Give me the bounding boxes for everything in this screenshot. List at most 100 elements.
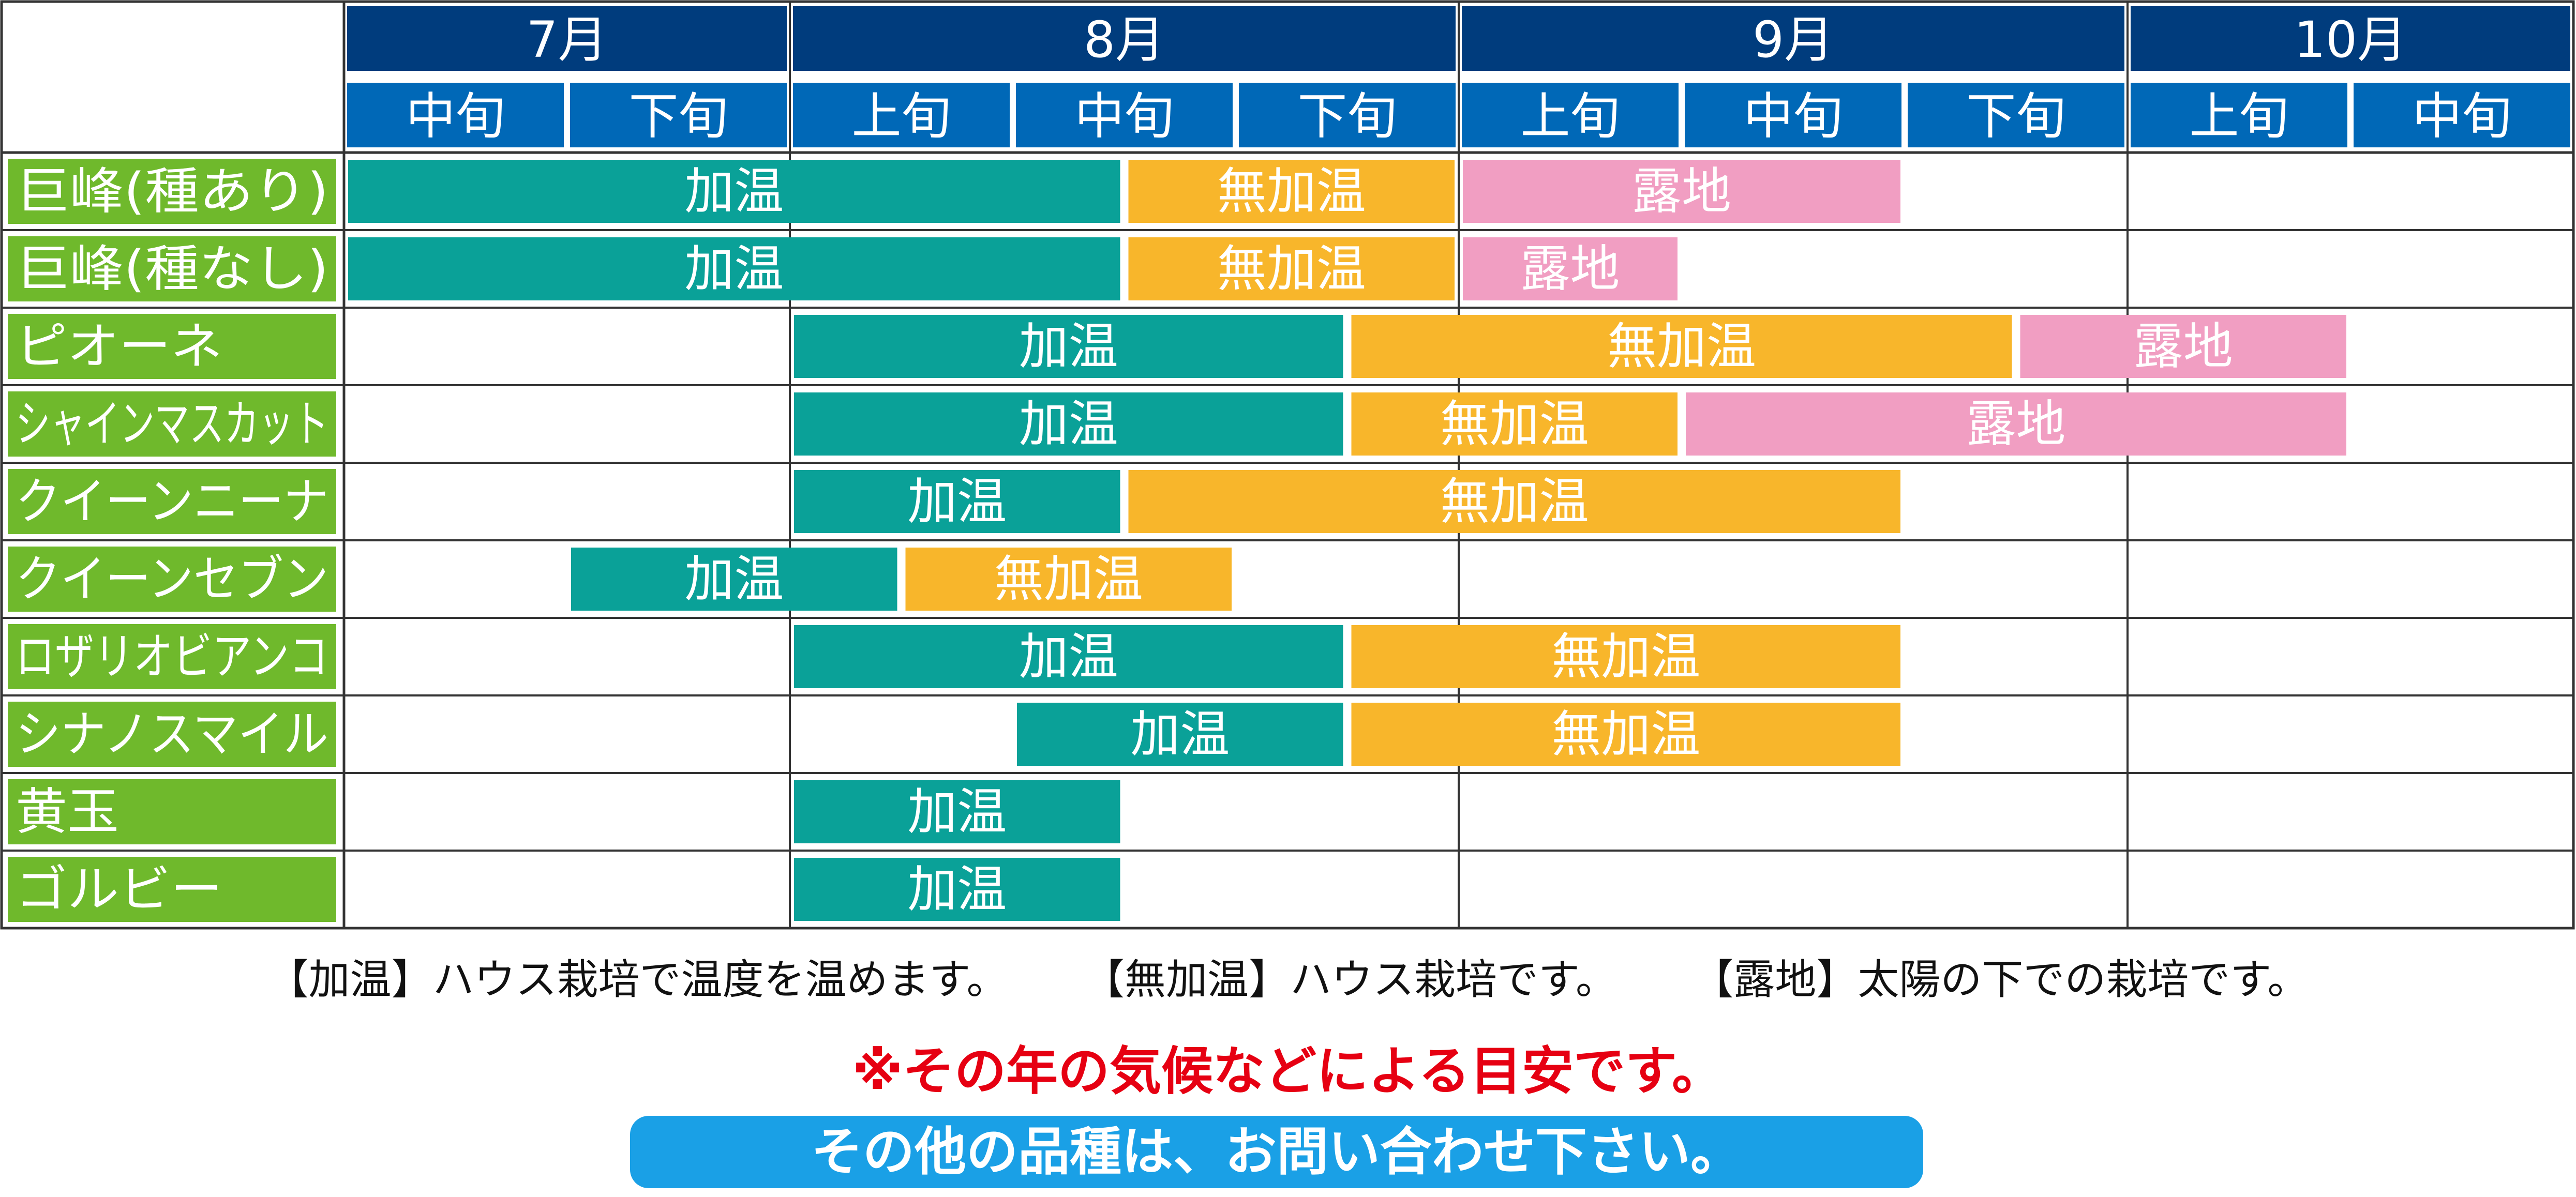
bar-kaon [794,858,1120,921]
bar-label: 露地 [2134,317,2233,375]
bar-kaon [1017,703,1343,766]
bar-roji [1463,160,1900,223]
decade-header [1239,83,1456,147]
decade-header [347,83,564,147]
bar-label: 露地 [1967,395,2066,453]
row-label-box [8,469,336,534]
bar-kaon [794,470,1120,533]
bar-mukaon [905,548,1232,611]
month-header-4 [2131,6,2570,71]
decade-header [1016,83,1233,147]
bar-label: 加温 [907,473,1007,531]
bar-kaon [794,392,1343,456]
month-header-3 [1462,6,2124,71]
row-label-box [8,857,336,922]
row-label: クイーンセブン [16,550,328,608]
decade-label: 上旬 [1521,87,1620,145]
bar-label: 加温 [684,240,784,298]
bar-mukaon [1351,392,1678,456]
row-label-box [8,547,336,612]
bar-roji [1463,237,1678,300]
month-label: 7月 [526,11,607,69]
bar-label: 加温 [1130,705,1230,763]
bar-label: 無加温 [1551,705,1700,763]
decade-header [2354,83,2570,147]
grid-frame [0,0,2575,930]
bar-mukaon [1128,470,1900,533]
row-label: シャインマスカット [16,395,328,453]
row-label: 黄玉 [16,783,119,841]
bar-label: 加温 [684,162,784,220]
month-header-2 [793,6,1456,71]
decade-label: 下旬 [1298,87,1397,145]
bar-mukaon [1351,315,2012,378]
row-label-box [8,236,336,301]
bar-label: 無加温 [994,550,1143,608]
decade-label: 中旬 [406,87,505,145]
bar-label: 無加温 [1440,395,1589,453]
bar-label: 加温 [907,860,1007,918]
bar-mukaon [1351,625,1900,688]
row-label-box [8,159,336,224]
bar-kaon [794,315,1343,378]
decade-header [2131,83,2347,147]
legend-kaon: 【加温】ハウス栽培で温度を温めます。 [267,956,1008,1004]
row-label: 巨峰(種あり) [16,162,328,220]
bar-kaon [348,160,1120,223]
legend: 【加温】ハウス栽培で温度を温めます。 【無加温】ハウス栽培です。 【露地】太陽の… [0,946,2576,1006]
bar-label: 無加温 [1440,473,1589,531]
month-label: 9月 [1753,11,1834,69]
row-label: 巨峰(種なし) [16,240,328,298]
decade-header [793,83,1010,147]
bar-kaon [348,237,1120,300]
bar-label: 無加温 [1217,162,1366,220]
row-label-box [8,391,336,457]
bar-label: 無加温 [1217,240,1366,298]
row-label: ロザリオビアンコ [16,628,328,686]
month-label: 10月 [2294,11,2407,69]
bar-kaon [794,625,1343,688]
bar-label: 無加温 [1551,628,1700,686]
bar-mukaon [1351,703,1900,766]
decade-header [1462,83,1679,147]
row-label-box [8,702,336,767]
bar-label: 加温 [907,783,1007,841]
row-label: クイーンニーナ [16,473,328,531]
legend-mukaon: 【無加温】ハウス栽培です。 [1083,956,1617,1004]
decade-header [1908,83,2124,147]
decade-header [570,83,787,147]
decade-label: 下旬 [629,87,728,145]
row-label-box [8,779,336,844]
bar-roji [1686,392,2346,456]
bar-label: 無加温 [1607,317,1756,375]
bar-mukaon [1128,237,1455,300]
bar-kaon [794,780,1120,843]
bar-label: 加温 [1019,317,1118,375]
decade-label: 中旬 [2413,87,2512,145]
bar-label: 露地 [1632,162,1731,220]
bar-kaon [571,548,897,611]
contact-banner: その他の品種は、お問い合わせ下さい。 [630,1116,1923,1188]
decade-header [1685,83,1901,147]
row-label-box [8,624,336,689]
row-label: シナノスマイル [16,705,328,763]
bar-label: 露地 [1521,240,1620,298]
decade-label: 中旬 [1744,87,1843,145]
bar-label: 加温 [1019,395,1118,453]
row-label: ゴルビー [16,860,222,918]
bar-mukaon [1128,160,1455,223]
bar-label: 加温 [684,550,784,608]
decade-label: 上旬 [852,87,951,145]
bar-roji [2020,315,2346,378]
row-label-box [8,314,336,379]
decade-label: 中旬 [1075,87,1174,145]
disclaimer-note: ※その年の気候などによる目安です。 [852,1041,1724,1101]
bar-label: 加温 [1019,628,1118,686]
row-label: ピオーネ [16,317,222,375]
month-label: 8月 [1084,11,1165,69]
decade-label: 下旬 [1967,87,2066,145]
legend-roji: 【露地】太陽の下での栽培です。 [1692,956,2309,1004]
decade-label: 上旬 [2190,87,2289,145]
month-header-1 [347,6,787,71]
